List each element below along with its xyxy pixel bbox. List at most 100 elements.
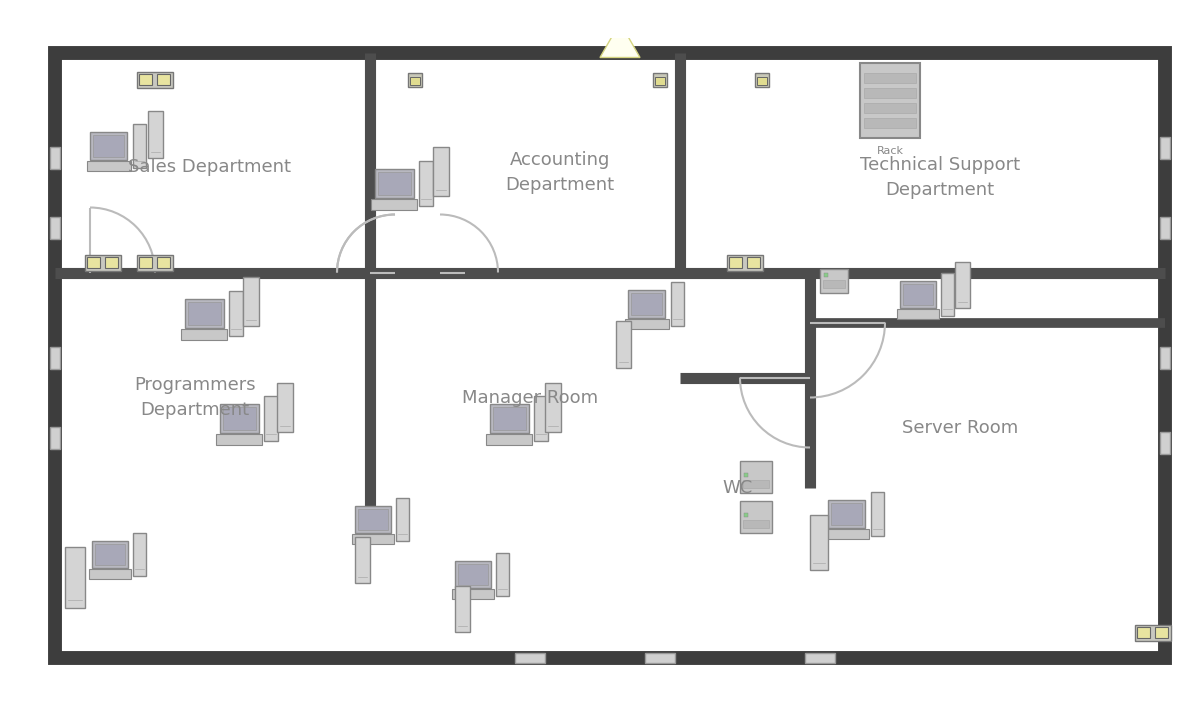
Bar [243, 277, 259, 326]
Bar [87, 257, 100, 268]
Bar [740, 460, 772, 492]
Bar [1159, 347, 1170, 368]
Text: Accounting
Department: Accounting Department [506, 151, 614, 194]
Bar [824, 280, 845, 288]
Bar [93, 136, 124, 157]
Bar [864, 117, 916, 128]
Bar [411, 77, 420, 85]
Bar [433, 147, 449, 196]
Bar [148, 111, 164, 157]
Bar [455, 587, 470, 631]
Bar [1137, 627, 1150, 638]
Bar [901, 281, 936, 307]
Bar [105, 257, 118, 268]
Text: Programmers
Department: Programmers Department [134, 376, 255, 419]
Bar [51, 347, 60, 368]
Bar [217, 434, 262, 445]
Bar [535, 396, 548, 442]
Bar [51, 217, 60, 239]
Bar [1159, 136, 1170, 159]
Bar [515, 652, 545, 663]
Bar [408, 72, 421, 86]
Bar [897, 309, 939, 319]
Bar [89, 569, 131, 579]
Bar [157, 74, 170, 85]
Bar [955, 262, 969, 307]
Bar [138, 257, 152, 268]
Bar [625, 319, 668, 329]
Polygon shape [600, 22, 641, 57]
Bar [744, 473, 748, 476]
Bar [864, 88, 916, 97]
Bar [824, 273, 828, 276]
Bar [92, 542, 128, 568]
Bar [645, 652, 675, 663]
Bar [138, 74, 152, 85]
Bar [95, 544, 125, 565]
Bar [655, 77, 665, 85]
Bar [182, 329, 228, 340]
Bar [860, 62, 920, 138]
Bar [455, 561, 491, 587]
Bar [458, 564, 488, 584]
Bar [903, 284, 933, 304]
Text: WC: WC [722, 478, 754, 497]
Bar [490, 405, 529, 433]
Bar [671, 282, 684, 326]
Bar [223, 407, 255, 429]
Bar [85, 254, 120, 270]
Bar [87, 161, 131, 171]
Bar [727, 254, 763, 270]
Bar [864, 72, 916, 83]
Bar [355, 537, 370, 582]
Bar [864, 102, 916, 112]
Bar [132, 124, 146, 168]
Text: Manager Room: Manager Room [462, 389, 598, 407]
Bar [1135, 624, 1171, 640]
Bar [372, 199, 418, 210]
Text: Sales Department: Sales Department [129, 159, 291, 176]
Bar [757, 77, 767, 85]
Bar [220, 405, 259, 433]
Bar [374, 170, 414, 197]
Bar [805, 652, 836, 663]
Text: Rack: Rack [877, 146, 903, 155]
Bar [1155, 627, 1168, 638]
Bar [90, 132, 128, 160]
Bar [942, 273, 954, 315]
Bar [277, 383, 293, 431]
Text: Technical Support
Department: Technical Support Department [860, 156, 1020, 199]
Bar [452, 589, 495, 599]
Bar [616, 320, 631, 368]
Bar [1159, 431, 1170, 454]
Bar [355, 506, 391, 532]
Bar [132, 533, 146, 576]
Bar [358, 509, 388, 529]
Bar [820, 268, 848, 292]
Bar [492, 407, 526, 429]
Bar [352, 534, 395, 544]
Bar [378, 173, 411, 194]
Bar [65, 547, 84, 608]
Bar [825, 529, 869, 539]
Bar [137, 72, 173, 88]
Text: 25 Network Cables Cat5e: 25 Network Cables Cat5e [549, 0, 761, 4]
Bar [137, 254, 173, 270]
Bar [157, 257, 170, 268]
Bar [810, 515, 828, 570]
Bar [628, 290, 666, 318]
Bar [828, 500, 866, 528]
Bar [870, 492, 884, 536]
Bar [743, 479, 769, 487]
Bar [740, 500, 772, 532]
Bar [396, 498, 409, 541]
Bar [728, 257, 742, 268]
Bar [188, 302, 220, 325]
Bar [631, 294, 662, 315]
Bar [496, 553, 509, 596]
Bar [746, 257, 760, 268]
Bar [51, 146, 60, 168]
Text: Server Room: Server Room [902, 418, 1019, 436]
Bar [831, 503, 862, 524]
Bar [653, 72, 667, 86]
